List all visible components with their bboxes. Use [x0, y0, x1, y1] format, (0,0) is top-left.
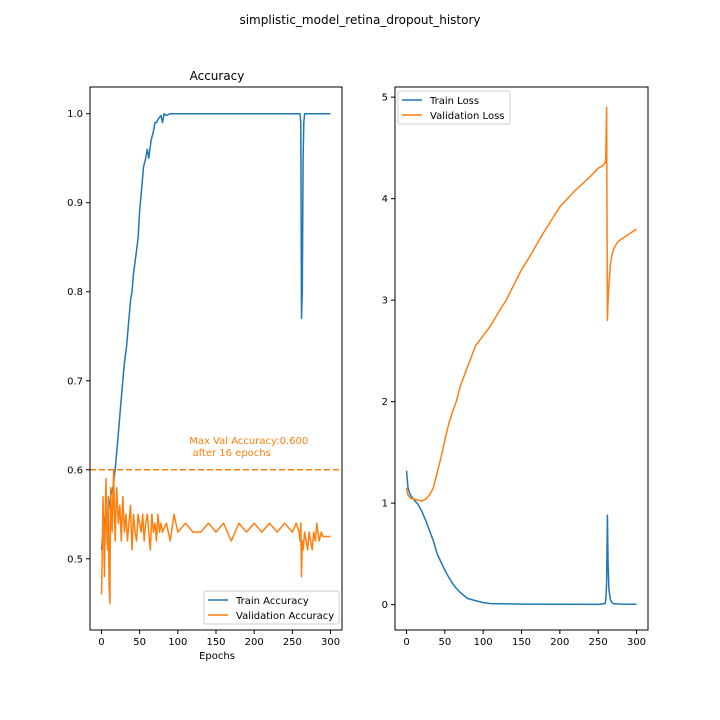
loss-legend: Train Loss Validation Loss — [397, 90, 511, 125]
legend-frame — [397, 90, 511, 125]
x-tick-label: 250 — [589, 637, 608, 648]
accuracy-legend: Train Accuracy Validation Accuracy — [203, 590, 340, 625]
plot-frame — [394, 86, 649, 631]
x-tick-label: 100 — [168, 637, 187, 648]
plot-frame — [89, 86, 343, 631]
series-line-train-accuracy — [100, 112, 331, 550]
max-val-accuracy-annotation: Max Val Accuracy:0.600 after 16 epochs — [189, 436, 311, 459]
x-tick-label: 250 — [283, 637, 302, 648]
y-tick-label: 0.7 — [67, 376, 83, 387]
y-tick-label: 0.6 — [67, 465, 83, 476]
y-tick-label: 0.8 — [67, 287, 83, 298]
figure-title: simplistic_model_retina_dropout_history — [239, 13, 480, 27]
series-line-validation-accuracy — [100, 469, 331, 605]
legend-label-train-loss: Train Loss — [429, 96, 479, 107]
legend-label-validation-loss: Validation Loss — [430, 111, 505, 122]
legend-label-train-accuracy: Train Accuracy — [235, 596, 309, 607]
accuracy-plot-title: Accuracy — [190, 69, 245, 83]
y-tick-label: 2 — [382, 397, 388, 408]
series-line-train-loss — [405, 470, 637, 606]
x-tick-label: 300 — [321, 637, 340, 648]
y-tick-label: 0.9 — [67, 198, 83, 209]
x-tick-label: 0 — [403, 637, 409, 648]
loss-plot: 0 50 100 150 200 250 300 0 1 2 3 4 5 Train Loss Vali… — [382, 86, 649, 648]
x-tick-label: 100 — [474, 637, 493, 648]
accuracy-plot: Accuracy 0 50 100 150 200 250 300 0.5 0.6 0.7 0.8 0… — [67, 69, 343, 662]
y-tick-label: 4 — [382, 194, 388, 205]
annotation-line-2: after 16 epochs — [189, 448, 271, 459]
legend-frame — [203, 590, 340, 625]
legend-label-validation-accuracy: Validation Accuracy — [236, 611, 334, 622]
y-tick-label: 1 — [382, 499, 388, 510]
y-tick-label: 0.5 — [67, 554, 83, 565]
x-tick-label: 200 — [245, 637, 264, 648]
y-tick-label: 3 — [382, 296, 388, 307]
x-tick-label: 200 — [550, 637, 569, 648]
x-tick-label: 0 — [98, 637, 104, 648]
x-axis-label: Epochs — [199, 651, 235, 662]
x-tick-label: 50 — [438, 637, 451, 648]
y-tick-label: 5 — [382, 93, 388, 104]
x-tick-label: 150 — [206, 637, 225, 648]
annotation-line-1: Max Val Accuracy:0.600 — [189, 436, 308, 447]
x-tick-label: 50 — [133, 637, 146, 648]
x-tick-label: 150 — [512, 637, 531, 648]
y-tick-label: 0 — [382, 600, 388, 611]
series-line-validation-loss — [405, 106, 637, 502]
y-tick-label: 1.0 — [67, 109, 83, 120]
x-tick-label: 300 — [627, 637, 646, 648]
